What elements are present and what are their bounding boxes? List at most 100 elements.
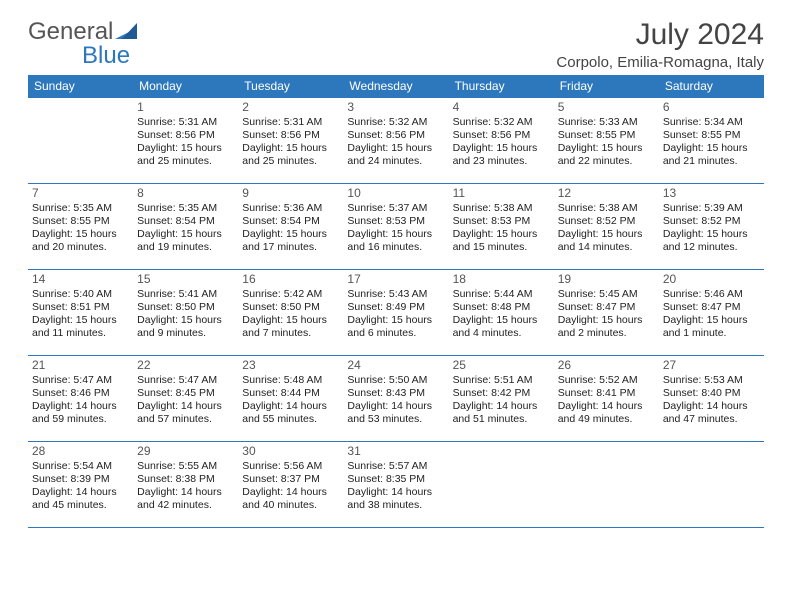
day-number: 29	[137, 444, 234, 459]
calendar-day-cell: 14Sunrise: 5:40 AMSunset: 8:51 PMDayligh…	[28, 270, 133, 356]
daylight-text: and 51 minutes.	[453, 413, 550, 426]
sunrise-text: Sunrise: 5:44 AM	[453, 288, 550, 301]
day-number: 6	[663, 100, 760, 115]
daylight-text: Daylight: 15 hours	[453, 142, 550, 155]
day-number: 19	[558, 272, 655, 287]
calendar-day-cell: 13Sunrise: 5:39 AMSunset: 8:52 PMDayligh…	[659, 184, 764, 270]
daylight-text: Daylight: 15 hours	[663, 142, 760, 155]
sunrise-text: Sunrise: 5:40 AM	[32, 288, 129, 301]
sunrise-text: Sunrise: 5:55 AM	[137, 460, 234, 473]
title-block: July 2024 Corpolo, Emilia-Romagna, Italy	[556, 18, 764, 71]
daylight-text: Daylight: 15 hours	[32, 314, 129, 327]
sunset-text: Sunset: 8:42 PM	[453, 387, 550, 400]
daylight-text: Daylight: 14 hours	[347, 486, 444, 499]
sunset-text: Sunset: 8:56 PM	[453, 129, 550, 142]
sunrise-text: Sunrise: 5:35 AM	[137, 202, 234, 215]
sunrise-text: Sunrise: 5:57 AM	[347, 460, 444, 473]
weekday-header: Friday	[554, 75, 659, 98]
day-number: 23	[242, 358, 339, 373]
day-number: 12	[558, 186, 655, 201]
daylight-text: Daylight: 14 hours	[347, 400, 444, 413]
sunset-text: Sunset: 8:56 PM	[347, 129, 444, 142]
weekday-header: Sunday	[28, 75, 133, 98]
daylight-text: and 24 minutes.	[347, 155, 444, 168]
sunset-text: Sunset: 8:50 PM	[242, 301, 339, 314]
daylight-text: and 11 minutes.	[32, 327, 129, 340]
sunset-text: Sunset: 8:39 PM	[32, 473, 129, 486]
day-number: 24	[347, 358, 444, 373]
calendar-day-cell: 29Sunrise: 5:55 AMSunset: 8:38 PMDayligh…	[133, 442, 238, 528]
calendar-day-cell	[659, 442, 764, 528]
sunrise-text: Sunrise: 5:45 AM	[558, 288, 655, 301]
daylight-text: and 47 minutes.	[663, 413, 760, 426]
calendar-day-cell: 9Sunrise: 5:36 AMSunset: 8:54 PMDaylight…	[238, 184, 343, 270]
sunset-text: Sunset: 8:50 PM	[137, 301, 234, 314]
day-number: 26	[558, 358, 655, 373]
day-number: 14	[32, 272, 129, 287]
weekday-header: Tuesday	[238, 75, 343, 98]
day-number: 22	[137, 358, 234, 373]
daylight-text: Daylight: 14 hours	[453, 400, 550, 413]
calendar-week-row: 28Sunrise: 5:54 AMSunset: 8:39 PMDayligh…	[28, 442, 764, 528]
calendar-day-cell: 15Sunrise: 5:41 AMSunset: 8:50 PMDayligh…	[133, 270, 238, 356]
sunset-text: Sunset: 8:49 PM	[347, 301, 444, 314]
day-number: 10	[347, 186, 444, 201]
weekday-header-row: Sunday Monday Tuesday Wednesday Thursday…	[28, 75, 764, 98]
daylight-text: Daylight: 14 hours	[242, 486, 339, 499]
sunrise-text: Sunrise: 5:50 AM	[347, 374, 444, 387]
header: GeneralBlue July 2024 Corpolo, Emilia-Ro…	[28, 18, 764, 71]
daylight-text: and 25 minutes.	[242, 155, 339, 168]
sunrise-text: Sunrise: 5:32 AM	[347, 116, 444, 129]
daylight-text: Daylight: 14 hours	[32, 400, 129, 413]
calendar-day-cell	[449, 442, 554, 528]
calendar-day-cell: 30Sunrise: 5:56 AMSunset: 8:37 PMDayligh…	[238, 442, 343, 528]
daylight-text: and 53 minutes.	[347, 413, 444, 426]
day-number: 25	[453, 358, 550, 373]
calendar-day-cell: 24Sunrise: 5:50 AMSunset: 8:43 PMDayligh…	[343, 356, 448, 442]
daylight-text: Daylight: 15 hours	[137, 228, 234, 241]
day-number: 3	[347, 100, 444, 115]
sunrise-text: Sunrise: 5:39 AM	[663, 202, 760, 215]
daylight-text: Daylight: 15 hours	[663, 228, 760, 241]
day-number: 30	[242, 444, 339, 459]
calendar-day-cell: 4Sunrise: 5:32 AMSunset: 8:56 PMDaylight…	[449, 98, 554, 184]
daylight-text: Daylight: 15 hours	[242, 142, 339, 155]
daylight-text: and 49 minutes.	[558, 413, 655, 426]
calendar-day-cell: 18Sunrise: 5:44 AMSunset: 8:48 PMDayligh…	[449, 270, 554, 356]
calendar-day-cell: 1Sunrise: 5:31 AMSunset: 8:56 PMDaylight…	[133, 98, 238, 184]
sunrise-text: Sunrise: 5:38 AM	[453, 202, 550, 215]
calendar-day-cell: 10Sunrise: 5:37 AMSunset: 8:53 PMDayligh…	[343, 184, 448, 270]
calendar-day-cell: 17Sunrise: 5:43 AMSunset: 8:49 PMDayligh…	[343, 270, 448, 356]
day-number: 31	[347, 444, 444, 459]
sunset-text: Sunset: 8:52 PM	[558, 215, 655, 228]
daylight-text: and 16 minutes.	[347, 241, 444, 254]
calendar-day-cell	[554, 442, 659, 528]
sunset-text: Sunset: 8:56 PM	[137, 129, 234, 142]
sunrise-text: Sunrise: 5:35 AM	[32, 202, 129, 215]
sunset-text: Sunset: 8:55 PM	[558, 129, 655, 142]
calendar-day-cell: 19Sunrise: 5:45 AMSunset: 8:47 PMDayligh…	[554, 270, 659, 356]
sunrise-text: Sunrise: 5:32 AM	[453, 116, 550, 129]
sunset-text: Sunset: 8:55 PM	[663, 129, 760, 142]
calendar-day-cell: 25Sunrise: 5:51 AMSunset: 8:42 PMDayligh…	[449, 356, 554, 442]
sunset-text: Sunset: 8:54 PM	[242, 215, 339, 228]
day-number: 4	[453, 100, 550, 115]
sunrise-text: Sunrise: 5:31 AM	[242, 116, 339, 129]
daylight-text: and 45 minutes.	[32, 499, 129, 512]
daylight-text: Daylight: 14 hours	[137, 400, 234, 413]
daylight-text: Daylight: 15 hours	[558, 228, 655, 241]
day-number: 13	[663, 186, 760, 201]
calendar-day-cell	[28, 98, 133, 184]
day-number: 20	[663, 272, 760, 287]
sunrise-text: Sunrise: 5:42 AM	[242, 288, 339, 301]
sunrise-text: Sunrise: 5:36 AM	[242, 202, 339, 215]
calendar-day-cell: 8Sunrise: 5:35 AMSunset: 8:54 PMDaylight…	[133, 184, 238, 270]
sunset-text: Sunset: 8:40 PM	[663, 387, 760, 400]
daylight-text: Daylight: 15 hours	[453, 314, 550, 327]
daylight-text: and 2 minutes.	[558, 327, 655, 340]
sunrise-text: Sunrise: 5:37 AM	[347, 202, 444, 215]
calendar-day-cell: 22Sunrise: 5:47 AMSunset: 8:45 PMDayligh…	[133, 356, 238, 442]
calendar-day-cell: 3Sunrise: 5:32 AMSunset: 8:56 PMDaylight…	[343, 98, 448, 184]
sunrise-text: Sunrise: 5:54 AM	[32, 460, 129, 473]
daylight-text: and 22 minutes.	[558, 155, 655, 168]
